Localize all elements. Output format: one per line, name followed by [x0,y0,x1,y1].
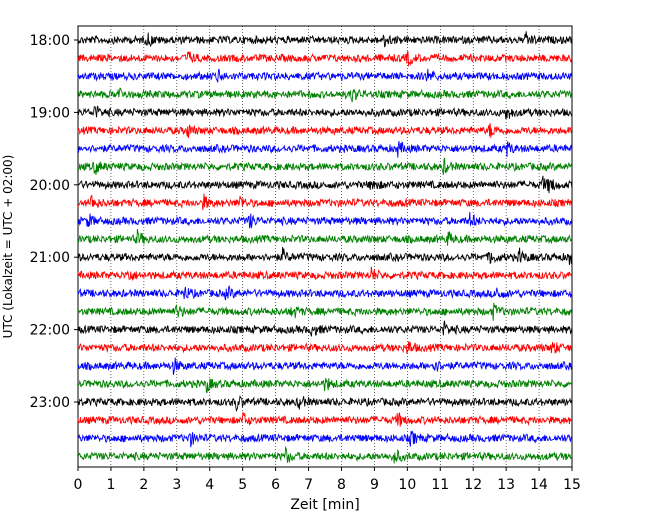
x-tick-label: 4 [205,477,214,493]
x-ticks: 0 1 2 3 4 5 6 7 8 9 10 11 12 13 14 15 [74,467,581,493]
x-tick-label: 6 [271,477,280,493]
trace-line [77,211,573,229]
y-tick-label: 21:00 [30,250,70,266]
trace-line [77,341,573,355]
y-tick-label: 18:00 [30,33,70,49]
trace-line [77,31,573,48]
x-tick-label: 2 [139,477,148,493]
x-tick-label: 5 [238,477,247,493]
y-ticks: 18:00 19:00 20:00 21:00 22:00 23:00 [30,33,78,411]
trace-line [77,394,573,413]
trace-line [77,445,573,464]
trace-line [77,378,573,394]
x-tick-label: 0 [74,477,83,493]
trace-line [77,157,573,176]
trace-line [77,266,573,281]
y-tick-label: 20:00 [30,178,70,194]
x-axis-label: Zeit [min] [290,497,359,513]
trace-line [77,320,573,337]
trace-line [77,284,573,301]
x-tick-label: 12 [464,477,482,493]
y-tick-label: 19:00 [30,105,70,121]
trace-line [77,87,573,103]
x-tick-label: 14 [530,477,548,493]
x-tick-label: 11 [431,477,449,493]
x-tick-label: 10 [398,477,416,493]
y-tick-label: 22:00 [30,323,70,339]
y-tick-label: 23:00 [30,395,70,411]
x-tick-label: 9 [370,477,379,493]
x-tick-label: 3 [172,477,181,493]
trace-line [77,357,573,375]
trace-line [77,141,573,158]
x-tick-label: 1 [106,477,115,493]
trace-line [77,68,573,83]
trace-line [77,302,573,321]
x-tick-label: 8 [337,477,346,493]
x-tick-label: 7 [304,477,313,493]
x-tick-label: 13 [497,477,515,493]
trace-line [77,246,573,266]
x-tick-label: 15 [563,477,581,493]
trace-line [77,229,573,246]
plot-frame [77,25,573,468]
trace-line [77,411,573,427]
trace-line [77,193,573,210]
y-axis-label: UTC (Lokalzeit = UTC + 02:00) [1,155,15,339]
trace-line [77,123,573,139]
trace-line [77,51,573,67]
trace-line [77,105,573,120]
trace-line [77,175,573,194]
traces [77,31,573,464]
trace-line [78,430,573,448]
